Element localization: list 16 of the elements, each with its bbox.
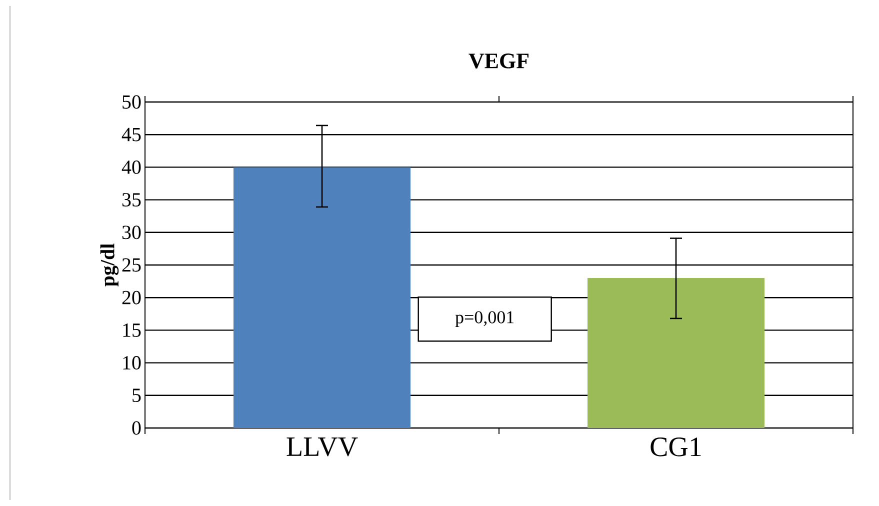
y-tick-label: 15 xyxy=(123,323,141,337)
x-tick-label: LLVV xyxy=(286,438,358,456)
y-tick-label: 40 xyxy=(122,160,141,174)
y-tick-label: 45 xyxy=(122,128,141,142)
y-axis-title: pg/dl xyxy=(100,244,119,286)
y-tick-label: 35 xyxy=(122,193,141,207)
x-tick-label: CG1 xyxy=(650,438,701,456)
y-tick-label: 10 xyxy=(123,356,141,370)
y-tick-label: 5 xyxy=(132,388,141,402)
chart-title: VEGF xyxy=(468,54,529,68)
y-tick-label: 30 xyxy=(122,226,141,240)
y-tick-label: 25 xyxy=(122,258,141,272)
y-tick-label: 50 xyxy=(122,95,141,109)
y-tick-label: 0 xyxy=(132,421,141,435)
y-tick-label: 20 xyxy=(122,290,141,304)
annotation: p=0,001 xyxy=(455,311,514,327)
